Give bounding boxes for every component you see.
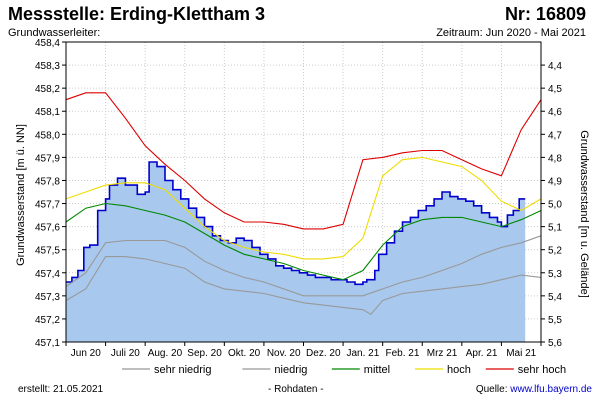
x-tick-label: Nov. 20	[267, 348, 301, 359]
y-tick-label: 458,4	[35, 38, 60, 49]
y-tick-label: 458,1	[35, 107, 60, 118]
y2-tick-label: 4,4	[548, 61, 562, 72]
x-axis-ticks: Jun 20 Juli 20 Aug. 20 Sep. 20 Okt. 20 Nov. 2…	[65, 342, 542, 359]
legend-item: sehr hoch	[485, 364, 566, 376]
source-info: Quelle: www.lfu.bayern.de	[476, 384, 592, 395]
page-title: Messstelle: Erding-Klettham 3	[8, 4, 266, 24]
series-line-sehr-hoch	[65, 92, 542, 230]
x-tick-label: Jun 20	[71, 348, 101, 359]
y-tick-label: 457,9	[35, 153, 60, 164]
y-axis-left-ticks: 457,1 457,2 457,3 457,4 457,5 457,6 457,7 457,8…	[35, 38, 66, 349]
legend-item: hoch	[415, 364, 471, 376]
created-date: 21.05.2021	[53, 384, 104, 395]
y2-tick-label: 5,4	[548, 292, 562, 303]
series-line-niedrig	[65, 235, 542, 297]
legend-label: sehr hoch	[518, 364, 566, 376]
x-tick-label: Sep. 20	[187, 348, 222, 359]
x-tick-label: Apr. 21	[466, 348, 498, 359]
x-tick-label: Mai 21	[506, 348, 536, 359]
y2-tick-label: 4,8	[548, 153, 562, 164]
source-label: Quelle:	[475, 384, 508, 395]
legend-item: mittel	[331, 364, 390, 376]
x-tick-label: Mrz 21	[427, 348, 458, 359]
created-info: erstellt: 21.05.2021	[18, 384, 103, 395]
y-axis-right-label: Grundwasserstand [m u. Gelände]	[578, 130, 590, 298]
y2-tick-label: 4,6	[548, 107, 562, 118]
source-link[interactable]: www.lfu.bayern.de	[510, 384, 592, 395]
y2-tick-label: 5,2	[548, 246, 562, 257]
y-tick-label: 457,7	[35, 200, 60, 211]
legend-label: niedrig	[274, 364, 307, 376]
y-tick-label: 458,0	[35, 130, 60, 141]
x-tick-label: Feb. 21	[385, 348, 419, 359]
series-line-mittel	[65, 202, 542, 281]
y2-tick-label: 5,5	[548, 315, 562, 326]
legend-label: sehr niedrig	[154, 364, 211, 376]
y-tick-label: 457,3	[35, 292, 60, 303]
y-tick-label: 457,8	[35, 176, 60, 187]
series-lines	[65, 92, 542, 316]
legend-label: hoch	[447, 364, 471, 376]
y-tick-label: 457,1	[35, 338, 60, 349]
x-tick-label: Okt. 20	[228, 348, 261, 359]
created-label: erstellt:	[18, 384, 51, 395]
y2-tick-label: 5,1	[548, 223, 562, 234]
y-tick-label: 457,4	[35, 269, 60, 280]
y-tick-label: 457,6	[35, 223, 60, 234]
measurement-fill	[66, 162, 526, 342]
y-tick-label: 458,3	[35, 61, 60, 72]
y-tick-label: 457,2	[35, 315, 60, 326]
series-line-sehr-niedrig	[65, 256, 542, 316]
y2-tick-label: 5,0	[548, 200, 562, 211]
y-axis-right-ticks: 4,4 4,5 4,6 4,7 4,8 4,9 5,0 5,1 5,2 5,3 5,4 5,5 5,6	[541, 61, 562, 349]
x-tick-label: Aug. 20	[148, 348, 183, 359]
legend: sehr niedrig niedrig mittel hoch sehr hoch	[122, 364, 566, 376]
legend-item: niedrig	[242, 364, 307, 376]
y2-tick-label: 4,9	[548, 176, 562, 187]
y2-tick-label: 4,5	[548, 84, 562, 95]
series-line-hoch	[65, 156, 542, 260]
raw-data-note: - Rohdaten -	[268, 384, 324, 395]
measurement-area	[66, 161, 526, 342]
legend-item: sehr niedrig	[122, 364, 211, 376]
y-tick-label: 458,2	[35, 84, 60, 95]
station-number: Nr: 16809	[504, 4, 586, 24]
x-tick-label: Juli 20	[111, 348, 140, 359]
x-tick-label: Dez. 20	[306, 348, 341, 359]
measurement-line	[66, 161, 526, 286]
aquifer-label: Grundwasserleiter:	[8, 27, 101, 39]
period-label: Zeitraum: Jun 2020 - Mai 2021	[436, 27, 586, 39]
y2-tick-label: 5,6	[548, 338, 562, 349]
legend-label: mittel	[364, 364, 390, 376]
y2-tick-label: 4,7	[548, 130, 562, 141]
x-tick-label: Jan. 21	[346, 348, 379, 359]
y2-tick-label: 5,3	[548, 269, 562, 280]
y-tick-label: 457,5	[35, 246, 60, 257]
y-axis-left-label: Grundwasserstand [m ü. NN]	[15, 124, 27, 266]
